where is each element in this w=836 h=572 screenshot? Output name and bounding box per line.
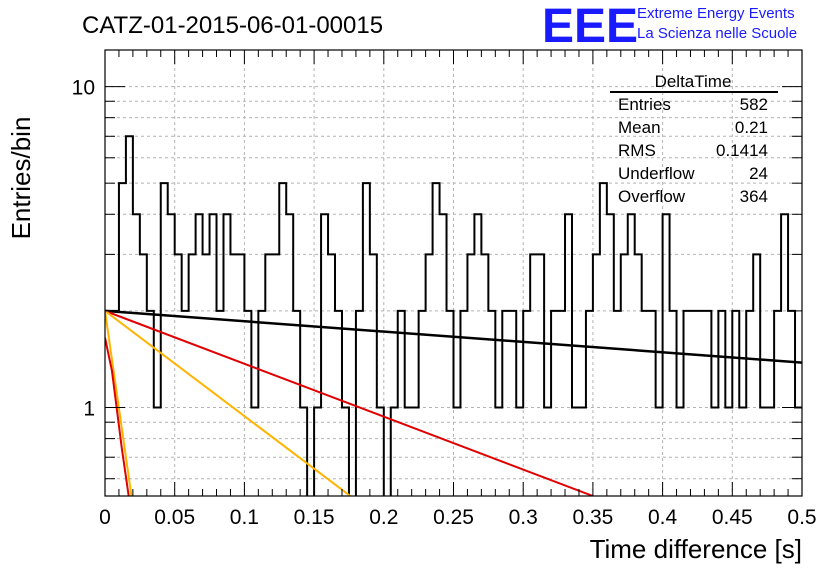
- histogram-series: [105, 135, 802, 496]
- fit-line: [105, 310, 351, 496]
- x-tick-label: 0.1: [230, 506, 259, 529]
- eee-logo-line1: Extreme Energy Events: [637, 5, 795, 22]
- stats-value: 24: [749, 164, 768, 183]
- x-tick-label: 0.5: [787, 506, 816, 529]
- grid-lines: [105, 50, 802, 496]
- fit-line: [105, 309, 594, 496]
- x-tick-label: 0.05: [154, 506, 195, 529]
- fit-line: [105, 310, 133, 496]
- histogram-step-line: [105, 135, 802, 496]
- x-axis-title: Time difference [s]: [590, 534, 802, 564]
- y-tick-labels: 1 10: [72, 77, 95, 421]
- x-tick-label: 0.3: [509, 506, 538, 529]
- eee-logo-line2: La Scienza nelle Scuole: [637, 25, 797, 42]
- eee-logo-mark: EEE: [542, 0, 638, 53]
- stats-value: 582: [740, 95, 768, 114]
- stats-value: 364: [740, 187, 768, 206]
- fit-line: [105, 309, 802, 364]
- x-tick-label: 0.2: [369, 506, 398, 529]
- eee-logo: EEE Extreme Energy Events La Scienza nel…: [542, 0, 797, 53]
- y-axis-title: Entries/bin: [6, 117, 36, 240]
- x-tick-label: 0.35: [572, 506, 613, 529]
- fit-line: [105, 337, 130, 496]
- stats-title: DeltaTime: [655, 72, 732, 91]
- chart-title: CATZ-01-2015-06-01-00015: [82, 12, 383, 39]
- x-tick-label: 0.25: [433, 506, 474, 529]
- stats-box: DeltaTime Entries 582 Mean 0.21 RMS 0.1414 Und…: [610, 72, 778, 206]
- x-tick-labels: 0 0.05 0.1 0.15 0.2 0.25 0.3 0.35 0.4 0.45 0.5: [99, 506, 816, 529]
- stats-label: RMS: [618, 141, 656, 160]
- stats-label: Entries: [618, 95, 671, 114]
- axis-ticks: [104, 50, 803, 496]
- stats-label: Mean: [618, 118, 661, 137]
- stats-label: Overflow: [618, 187, 686, 206]
- stats-label: Underflow: [618, 164, 695, 183]
- x-tick-label: 0.4: [648, 506, 678, 529]
- x-tick-label: 0: [99, 506, 111, 529]
- stats-value: 0.1414: [716, 141, 768, 160]
- x-tick-label: 0.45: [712, 506, 753, 529]
- x-tick-label: 0.15: [294, 506, 335, 529]
- stats-value: 0.21: [735, 118, 768, 137]
- y-tick-label: 1: [83, 398, 95, 421]
- fit-lines: [105, 309, 802, 496]
- y-tick-label: 10: [72, 77, 95, 100]
